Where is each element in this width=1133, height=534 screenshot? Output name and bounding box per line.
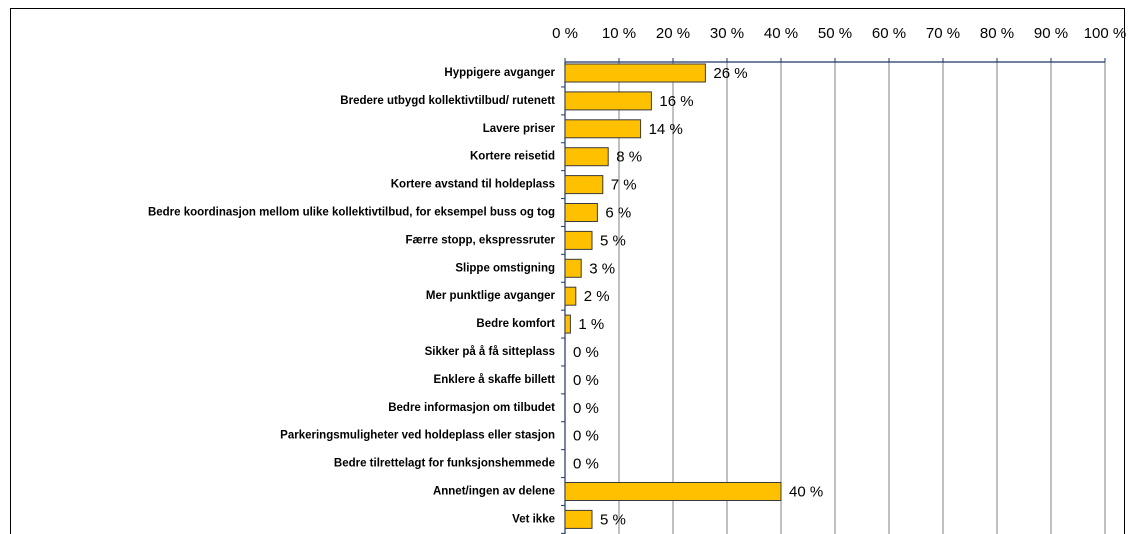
x-tick-label: 100 % bbox=[1084, 25, 1127, 42]
x-tick-label: 40 % bbox=[764, 25, 798, 42]
bar bbox=[564, 482, 782, 501]
y-tick-label: Bedre informasjon om tilbudet bbox=[388, 402, 555, 414]
value-label: 0 % bbox=[573, 344, 599, 361]
y-tick-label: Bedre tilrettelagt for funksjonshemmede bbox=[334, 458, 555, 470]
value-label: 6 % bbox=[605, 204, 631, 221]
y-tick-label: Kortere reisetid bbox=[470, 151, 555, 163]
bar bbox=[564, 147, 609, 167]
value-label: 7 % bbox=[611, 177, 637, 194]
x-tick-label: 90 % bbox=[1034, 25, 1068, 42]
y-tick-label: Annet/ingen av delene bbox=[433, 486, 555, 498]
y-tick-label: Slippe omstigning bbox=[455, 262, 555, 274]
x-tick-label: 70 % bbox=[926, 25, 960, 42]
bar bbox=[564, 119, 642, 139]
value-label: 0 % bbox=[573, 400, 599, 417]
x-tick-label: 30 % bbox=[710, 25, 744, 42]
y-tick-label: Kortere avstand til holdeplass bbox=[391, 179, 555, 191]
x-tick-label: 10 % bbox=[602, 25, 636, 42]
x-tick-label: 50 % bbox=[818, 25, 852, 42]
bar bbox=[564, 175, 604, 195]
bar bbox=[564, 230, 593, 250]
bar bbox=[564, 258, 582, 278]
value-label: 5 % bbox=[600, 511, 626, 528]
y-tick-label: Hyppigere avganger bbox=[444, 67, 555, 79]
bar bbox=[564, 203, 598, 222]
value-label: 40 % bbox=[789, 483, 823, 500]
value-label: 16 % bbox=[659, 93, 693, 110]
y-tick-label: Parkeringsmuligheter ved holdeplass elle… bbox=[280, 430, 555, 442]
chart-frame bbox=[10, 8, 1125, 534]
value-label: 0 % bbox=[573, 372, 599, 389]
value-label: 5 % bbox=[600, 232, 626, 249]
y-tick-label: Enklere å skaffe billett bbox=[434, 374, 556, 386]
x-tick-label: 20 % bbox=[656, 25, 690, 42]
x-tick-label: 80 % bbox=[980, 25, 1014, 42]
value-label: 26 % bbox=[713, 65, 747, 82]
value-label: 1 % bbox=[578, 316, 604, 333]
value-label: 0 % bbox=[573, 428, 599, 445]
value-label: 0 % bbox=[573, 456, 599, 473]
y-tick-label: Lavere priser bbox=[483, 123, 556, 135]
y-tick-label: Sikker på å få sitteplass bbox=[425, 346, 555, 358]
x-tick-label: 60 % bbox=[872, 25, 906, 42]
bar bbox=[564, 314, 571, 334]
value-label: 8 % bbox=[616, 149, 642, 166]
value-label: 3 % bbox=[589, 260, 615, 277]
bar bbox=[564, 91, 652, 111]
y-tick-label: Bedre koordinasjon mellom ulike kollekti… bbox=[148, 207, 555, 219]
bar bbox=[564, 286, 577, 306]
y-tick-label: Bredere utbygd kollektivtilbud/ rutenett bbox=[340, 95, 555, 107]
y-tick-label: Vet ikke bbox=[512, 513, 555, 525]
y-tick-label: Bedre komfort bbox=[476, 318, 555, 330]
x-tick-label: 0 % bbox=[552, 25, 578, 42]
value-label: 14 % bbox=[649, 121, 683, 138]
y-tick-label: Færre stopp, ekspressruter bbox=[405, 234, 555, 246]
value-label: 2 % bbox=[584, 288, 610, 305]
bar bbox=[564, 63, 706, 83]
bar bbox=[564, 509, 593, 529]
y-tick-label: Mer punktlige avganger bbox=[426, 290, 556, 302]
